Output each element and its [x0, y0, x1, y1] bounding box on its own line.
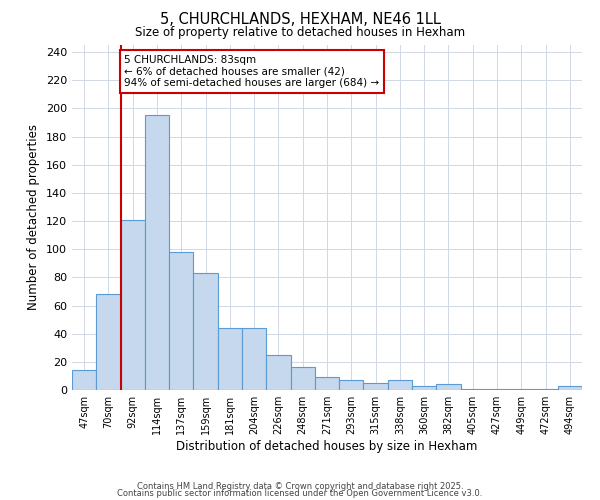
- X-axis label: Distribution of detached houses by size in Hexham: Distribution of detached houses by size …: [176, 440, 478, 453]
- Bar: [533, 388, 558, 390]
- Bar: [169, 252, 193, 390]
- Text: Size of property relative to detached houses in Hexham: Size of property relative to detached ho…: [135, 26, 465, 39]
- Bar: [509, 388, 533, 390]
- Bar: [485, 388, 509, 390]
- Text: Contains public sector information licensed under the Open Government Licence v3: Contains public sector information licen…: [118, 490, 482, 498]
- Bar: [193, 273, 218, 390]
- Text: 5, CHURCHLANDS, HEXHAM, NE46 1LL: 5, CHURCHLANDS, HEXHAM, NE46 1LL: [160, 12, 440, 28]
- Bar: [315, 378, 339, 390]
- Bar: [364, 383, 388, 390]
- Bar: [436, 384, 461, 390]
- Text: 5 CHURCHLANDS: 83sqm
← 6% of detached houses are smaller (42)
94% of semi-detach: 5 CHURCHLANDS: 83sqm ← 6% of detached ho…: [124, 55, 379, 88]
- Bar: [558, 386, 582, 390]
- Bar: [72, 370, 96, 390]
- Bar: [388, 380, 412, 390]
- Bar: [96, 294, 121, 390]
- Bar: [339, 380, 364, 390]
- Bar: [121, 220, 145, 390]
- Bar: [461, 388, 485, 390]
- Text: Contains HM Land Registry data © Crown copyright and database right 2025.: Contains HM Land Registry data © Crown c…: [137, 482, 463, 491]
- Bar: [218, 328, 242, 390]
- Bar: [290, 368, 315, 390]
- Bar: [145, 116, 169, 390]
- Bar: [412, 386, 436, 390]
- Bar: [242, 328, 266, 390]
- Bar: [266, 355, 290, 390]
- Y-axis label: Number of detached properties: Number of detached properties: [28, 124, 40, 310]
